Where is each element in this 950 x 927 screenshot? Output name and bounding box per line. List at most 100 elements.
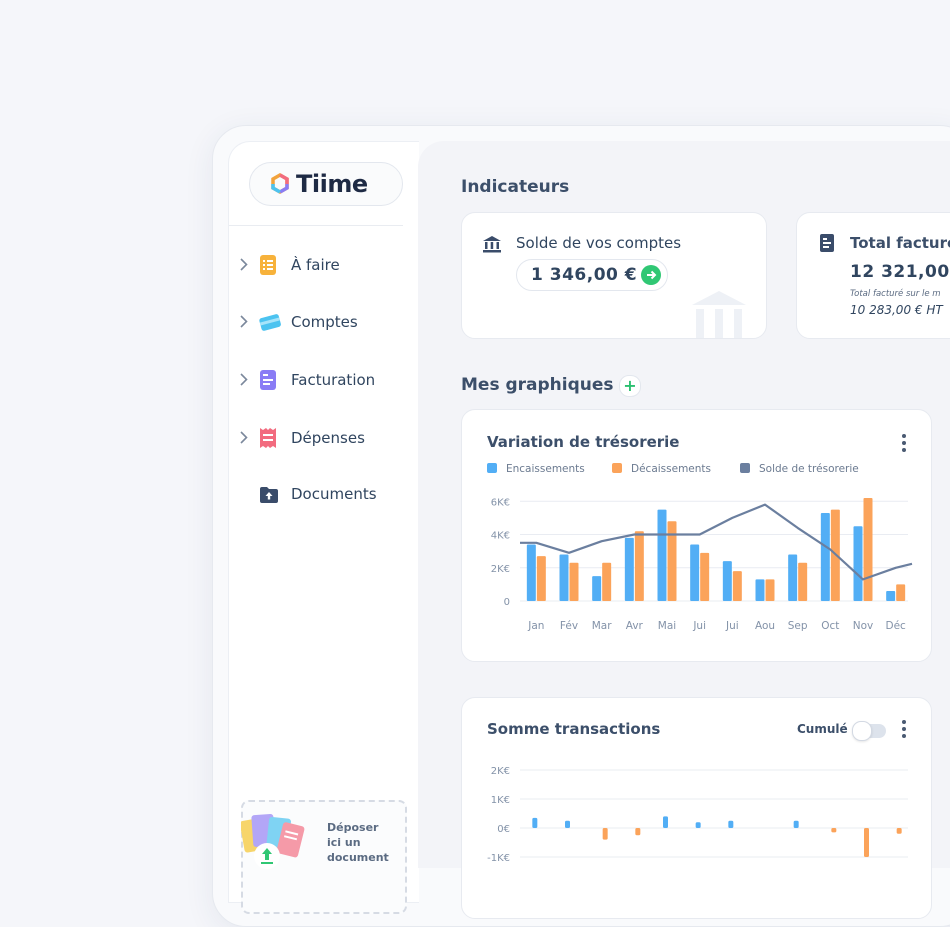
x-tick-label: Aou [755,620,775,632]
bar-encaissements [526,544,536,601]
invoiced-label: Total facturé [850,234,950,252]
bar-decaissements [896,584,906,601]
balance-amount: 1 346,00 € [531,265,638,285]
y-tick-label: 6K€ [491,497,510,508]
bar-decaissements [765,579,775,601]
document-dropzone[interactable]: Déposer ici un document [241,800,407,914]
documents-upload-icon [241,813,305,869]
bar-encaissements [532,817,538,828]
invoice-icon [260,370,276,390]
bar-decaissements [798,562,808,601]
dropzone-line: ici un [327,836,361,849]
treasury-chart: 6K€ 4K€ 2K€ 0 Jan Fév Mar Avr Mai Jui Jui Aou Sep Oct… [491,497,913,632]
cumule-toggle[interactable] [852,721,886,741]
x-tick-label: Nov [853,620,874,632]
x-tick-label: Avr [626,620,644,632]
x-tick-label: Oct [821,620,839,632]
bar-encaissements [565,820,570,828]
indicators-title: Indicateurs [461,177,570,197]
y-tick-label: 2K€ [491,564,510,575]
sidebar-item-comptes[interactable]: Comptes [229,305,419,339]
logo[interactable]: Tiime [249,162,403,206]
transactions-chart: 2K€ 1K€ 0€ -1K€ [487,766,908,864]
balance-label: Solde de vos comptes [516,234,682,252]
more-options-icon[interactable] [902,434,906,455]
sidebar-item-a-faire[interactable]: À faire [229,248,419,282]
bar-decaissements [896,828,902,834]
bar-encaissements [663,816,668,828]
chevron-right-icon[interactable] [240,373,248,386]
legend-swatch [487,463,497,473]
invoice-icon [820,234,834,252]
add-graph-button[interactable]: + [619,375,641,397]
invoiced-card[interactable]: Total facturé 12 321,00 Total facturé su… [796,212,950,339]
tiime-logo-icon [271,173,289,195]
sidebar-item-label: À faire [291,256,340,274]
chevron-right-icon[interactable] [240,431,248,444]
bar-encaissements [695,822,701,828]
bar-decaissements [602,562,612,601]
y-tick-label: 0€ [497,824,510,835]
toggle-knob [852,721,872,741]
x-tick-label: Mar [592,620,612,632]
y-tick-label: 1K€ [491,795,510,806]
balance-amount-pill[interactable]: 1 346,00 € [516,259,668,291]
y-tick-label: -1K€ [487,853,510,864]
bar-decaissements [602,828,608,840]
bar-encaissements [820,512,830,601]
arrow-right-icon[interactable] [641,265,661,285]
app-name: Tiime [296,170,368,198]
sidebar-item-documents[interactable]: Documents [229,477,419,511]
line-solde [520,503,913,581]
sidebar-item-label: Dépenses [291,429,365,447]
sidebar-item-depenses[interactable]: Dépenses [229,421,419,455]
invoiced-sub-amount: 10 283,00 € HT [850,303,943,317]
legend-encaissements: Encaissements [487,463,585,475]
invoiced-amount: 12 321,00 [850,262,950,282]
x-tick-label: Déc [886,620,907,632]
bar-encaissements [788,554,798,601]
bar-encaissements [690,544,700,601]
sidebar-item-facturation[interactable]: Facturation [229,363,419,397]
legend-label: Décaissements [631,463,712,475]
bar-decaissements [635,828,641,836]
chevron-right-icon[interactable] [240,258,248,271]
bank-watermark-icon [692,291,746,338]
bar-decaissements [634,531,644,601]
bar-encaissements [853,526,863,601]
receipt-icon [260,428,276,448]
bar-encaissements [624,537,634,601]
todo-list-icon [260,255,276,275]
folder-upload-icon [260,487,278,503]
bar-decaissements [864,828,869,857]
invoiced-sub-label: Total facturé sur le m [850,289,941,299]
bar-decaissements [831,828,837,833]
bar-decaissements [700,552,710,601]
balance-card[interactable]: Solde de vos comptes 1 346,00 € [461,212,767,339]
legend-decaissements: Décaissements [612,463,711,475]
x-tick-label: Jui [692,620,706,632]
bar-encaissements [592,576,602,601]
bar-encaissements [886,591,896,601]
bar-encaissements [722,561,732,601]
treasury-chart-card: Variation de trésorerie Encaissements Dé… [461,409,932,662]
sidebar: Tiime À faire Comptes Facturation [228,141,419,914]
bar-encaissements [793,820,799,828]
chevron-right-icon[interactable] [240,315,248,328]
bar-encaissements [559,554,569,601]
bank-icon [483,236,501,253]
bar-encaissements [728,820,734,828]
graphs-title: Mes graphiques [461,375,614,395]
card-icon [259,314,281,331]
x-tick-label: Jui [725,620,739,632]
dropzone-text: Déposer ici un document [327,820,399,865]
transactions-chart-card: Somme transactions Cumulé 2K€ 1K€ 0€ -1K€ [461,697,932,919]
dropzone-line: document [327,851,389,864]
bar-decaissements [667,521,677,601]
x-tick-label: Jan [527,620,544,632]
y-tick-label: 4K€ [491,531,510,542]
bar-decaissements [536,556,546,601]
sidebar-item-label: Comptes [291,313,358,331]
more-options-icon[interactable] [902,720,906,741]
dropzone-line: Déposer [327,821,379,834]
